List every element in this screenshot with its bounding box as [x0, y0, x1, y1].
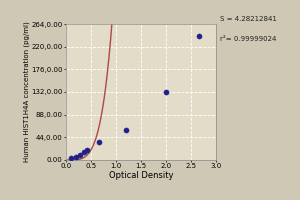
Text: r²= 0.99999024: r²= 0.99999024: [220, 36, 277, 42]
Point: [81, 151, 86, 154]
Text: S = 4.28212841: S = 4.28212841: [220, 16, 278, 22]
Point: [78, 153, 82, 156]
Point: [164, 90, 168, 94]
X-axis label: Optical Density: Optical Density: [109, 171, 173, 180]
Point: [124, 129, 128, 132]
Point: [69, 156, 74, 160]
Point: [196, 35, 201, 38]
Point: [74, 155, 78, 159]
Y-axis label: Human HIST1H4A concentration (pg/ml): Human HIST1H4A concentration (pg/ml): [23, 22, 30, 162]
Point: [96, 140, 101, 144]
Point: [85, 148, 89, 151]
